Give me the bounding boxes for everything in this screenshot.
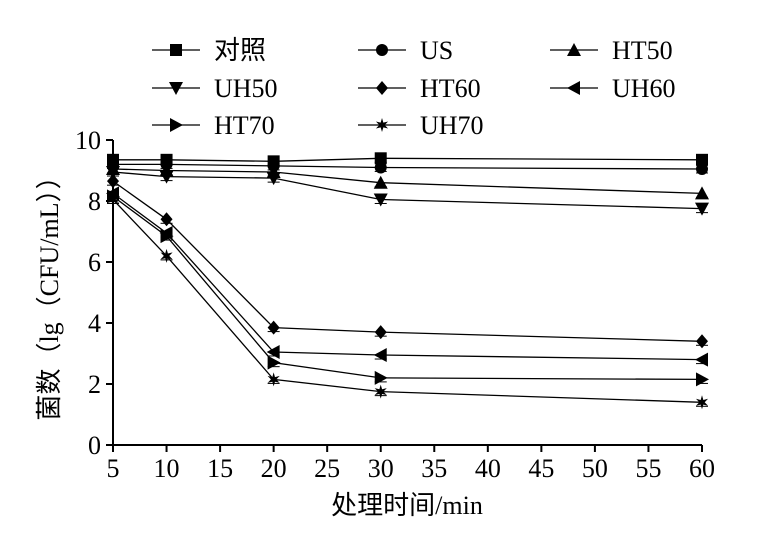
series-7-point — [695, 395, 709, 410]
series-6 — [107, 189, 709, 387]
y-tick-label: 8 — [88, 187, 101, 216]
series-1-line — [113, 163, 703, 170]
series-7-point — [374, 384, 387, 399]
series-2-point — [695, 186, 709, 200]
series-3-point — [106, 166, 120, 180]
y-ticks: 0 2 4 6 8 10 — [75, 126, 113, 460]
y-tick-label: 0 — [88, 431, 101, 460]
legend-marker — [375, 118, 389, 132]
legend-item: UH50 — [152, 74, 278, 103]
series-6-line — [112, 195, 703, 381]
legend-marker — [169, 82, 183, 95]
legend-item: UH60 — [550, 74, 676, 103]
series-6-point — [696, 372, 709, 387]
series-7-line — [112, 199, 703, 403]
series-4-point — [267, 320, 280, 335]
y-tick-label: 10 — [75, 126, 101, 155]
series-3-point — [373, 193, 388, 207]
legend-item: HT50 — [550, 36, 673, 65]
legend-item: HT60 — [358, 74, 481, 103]
x-tick-label: 15 — [207, 454, 233, 483]
x-tick-label: 10 — [154, 454, 180, 483]
legend: 对照 US HT50 UH50 HT60 UH60 HT70 UH70 — [152, 36, 676, 140]
x-tick-label: 20 — [261, 454, 287, 483]
x-tick-label: 35 — [421, 454, 447, 483]
series-2-line — [112, 168, 703, 195]
legend-label: UH50 — [214, 74, 278, 103]
legend-marker — [170, 44, 182, 56]
legend-label: UH70 — [420, 111, 484, 140]
series-6-point — [267, 355, 281, 370]
series-7 — [106, 192, 709, 410]
series-7-point — [160, 248, 173, 263]
legend-label: HT60 — [420, 74, 481, 103]
y-tick-label: 6 — [88, 248, 101, 277]
series-3-point — [695, 202, 709, 216]
x-tick-label: 30 — [368, 454, 394, 483]
x-tick-label: 50 — [582, 454, 608, 483]
series-7-point — [267, 372, 280, 387]
series-5-point — [373, 348, 387, 363]
x-tick-label: 45 — [528, 454, 554, 483]
legend-marker — [567, 43, 581, 56]
series-7-point — [106, 192, 120, 207]
series-3-point — [159, 170, 174, 184]
series-3-point — [266, 172, 281, 186]
legend-marker — [376, 81, 388, 95]
x-tick-label: 40 — [475, 454, 501, 483]
series-4-point — [696, 334, 708, 349]
series-6-point — [374, 370, 388, 385]
series-5 — [106, 186, 708, 367]
x-tick-label: 60 — [689, 454, 715, 483]
series-5-point — [266, 344, 280, 359]
series-2-point — [373, 175, 388, 189]
series-4-point — [374, 325, 387, 340]
legend-marker — [170, 118, 183, 132]
y-axis-title: 菌数（lg（CFU/mL）） — [35, 163, 64, 420]
legend-item: HT70 — [152, 111, 275, 140]
series-5-point — [695, 352, 708, 367]
legend-label: 对照 — [214, 36, 266, 65]
series-4-point — [107, 174, 119, 189]
series-3 — [106, 166, 709, 216]
legend-item: 对照 — [152, 36, 266, 65]
legend-label: HT50 — [612, 36, 673, 65]
legend-marker — [376, 44, 388, 56]
x-tick-label: 25 — [314, 454, 340, 483]
legend-item: UH70 — [358, 111, 484, 140]
series-0-line — [113, 157, 703, 162]
series-group — [106, 152, 709, 410]
x-tick-label: 5 — [107, 454, 120, 483]
series-4-line — [112, 180, 703, 342]
series-4 — [107, 174, 708, 349]
series-1-point — [696, 162, 708, 175]
series-1-point — [374, 161, 387, 174]
x-tick-label: 55 — [635, 454, 661, 483]
legend-label: UH60 — [612, 74, 676, 103]
y-tick-label: 4 — [88, 309, 101, 338]
x-axis-title: 处理时间/min — [331, 491, 483, 520]
series-4-point — [160, 212, 173, 227]
legend-label: US — [420, 36, 453, 65]
series-1 — [107, 158, 708, 175]
x-ticks: 5 10 15 20 25 30 35 40 45 50 55 60 — [107, 445, 715, 483]
series-0-point — [374, 152, 387, 165]
y-tick-label: 2 — [88, 370, 101, 399]
series-0-point — [696, 153, 708, 166]
legend-marker — [567, 81, 580, 95]
legend-label: HT70 — [214, 111, 275, 140]
series-6-point — [160, 229, 174, 244]
legend-item: US — [358, 36, 453, 65]
